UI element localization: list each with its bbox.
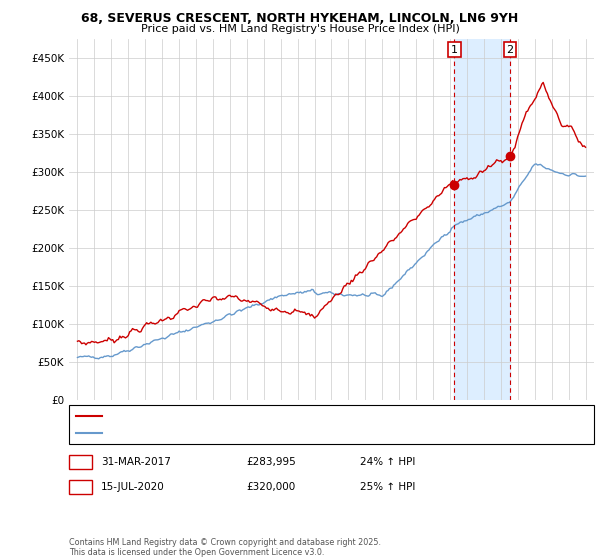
Text: Price paid vs. HM Land Registry's House Price Index (HPI): Price paid vs. HM Land Registry's House … xyxy=(140,24,460,34)
Bar xyxy=(454,39,510,400)
Text: 1: 1 xyxy=(451,45,458,55)
Text: 1: 1 xyxy=(77,457,84,467)
Text: 2: 2 xyxy=(506,45,514,55)
Text: 24% ↑ HPI: 24% ↑ HPI xyxy=(360,457,415,467)
Text: 25% ↑ HPI: 25% ↑ HPI xyxy=(360,482,415,492)
Text: 2: 2 xyxy=(77,482,84,492)
Text: 68, SEVERUS CRESCENT, NORTH HYKEHAM, LINCOLN, LN6 9YH: 68, SEVERUS CRESCENT, NORTH HYKEHAM, LIN… xyxy=(82,12,518,25)
Text: £320,000: £320,000 xyxy=(246,482,295,492)
Text: 31-MAR-2017: 31-MAR-2017 xyxy=(101,457,170,467)
Text: £283,995: £283,995 xyxy=(246,457,296,467)
Text: 15-JUL-2020: 15-JUL-2020 xyxy=(101,482,164,492)
Text: Contains HM Land Registry data © Crown copyright and database right 2025.
This d: Contains HM Land Registry data © Crown c… xyxy=(69,538,381,557)
Text: 68, SEVERUS CRESCENT, NORTH HYKEHAM, LINCOLN, LN6 9YH (detached house): 68, SEVERUS CRESCENT, NORTH HYKEHAM, LIN… xyxy=(105,412,488,421)
Text: HPI: Average price, detached house, North Kesteven: HPI: Average price, detached house, Nort… xyxy=(105,428,354,437)
